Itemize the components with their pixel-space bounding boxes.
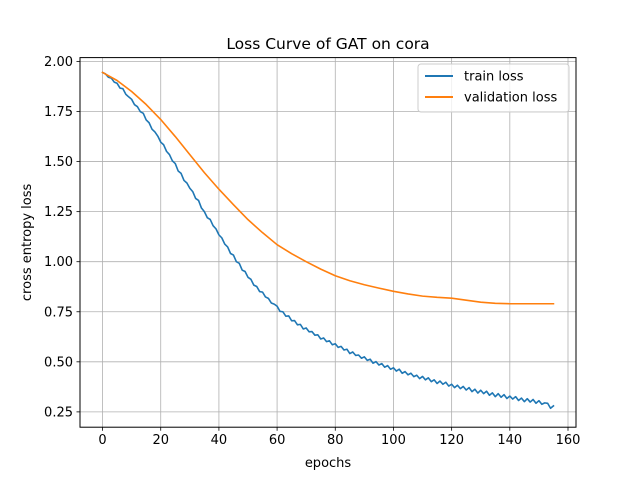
y-tick-label: 1.00 — [44, 255, 73, 270]
legend: train loss validation loss — [417, 63, 570, 113]
y-tick-label: 1.75 — [44, 105, 73, 120]
chart-title: Loss Curve of GAT on cora — [226, 35, 429, 53]
legend-box — [417, 63, 570, 113]
series-layer — [101, 71, 555, 410]
x-tick-label: 0 — [98, 433, 106, 448]
legend-label-validation-loss: validation loss — [464, 91, 557, 106]
y-tick-label: 1.25 — [44, 205, 73, 220]
y-axis-ticks: 0.25 0.50 0.75 1.00 1.25 1.50 1.75 2.00 — [44, 55, 80, 420]
y-tick-label: 0.25 — [44, 405, 73, 420]
plot-frame — [79, 57, 577, 428]
series-line-train-loss — [101, 71, 555, 410]
y-tick-label: 0.75 — [44, 305, 73, 320]
x-tick-label: 140 — [497, 433, 522, 448]
x-tick-label: 20 — [152, 433, 169, 448]
x-tick-label: 80 — [327, 433, 344, 448]
x-tick-label: 160 — [556, 433, 581, 448]
series-line-validation-loss — [101, 71, 555, 305]
y-tick-label: 2.00 — [44, 55, 73, 70]
y-axis-label: cross entropy loss — [20, 183, 35, 301]
x-tick-label: 60 — [269, 433, 286, 448]
y-tick-label: 0.50 — [44, 355, 73, 370]
x-tick-label: 120 — [439, 433, 464, 448]
legend-label-train-loss: train loss — [464, 70, 524, 85]
y-tick-label: 1.50 — [44, 155, 73, 170]
x-tick-label: 100 — [381, 433, 406, 448]
grid-lines — [80, 57, 576, 428]
x-axis-label: epochs — [305, 456, 352, 471]
x-tick-label: 40 — [211, 433, 228, 448]
x-axis-ticks: 0 20 40 60 80 100 120 140 160 — [98, 427, 580, 448]
